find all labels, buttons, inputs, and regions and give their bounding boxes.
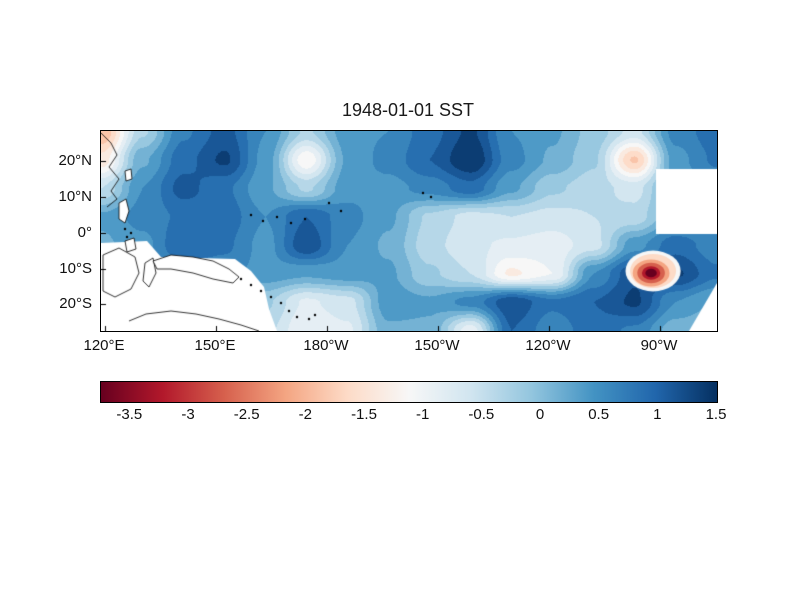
y-tick-label: 20°S [59,295,92,312]
colorbar-tick-label: -2 [298,406,312,423]
y-tick-label: 10°N [58,188,92,205]
x-tick-label: 180°W [303,337,349,354]
colorbar-tick-label: -1 [415,406,430,423]
x-tick-label: 150°E [194,337,236,354]
colorbar-tick-label: -0.5 [468,406,495,423]
x-tick-label: 90°W [640,337,678,354]
colorbar-tick-label: -2.5 [233,406,260,423]
colorbar-tick-label: -3.5 [116,406,143,423]
y-tick-label: 0° [77,224,92,241]
sst-contour-map [101,131,717,331]
y-tick-label: 10°S [59,260,92,277]
plot-title: 1948-01-01 SST [341,100,475,120]
x-tick-label: 120°E [83,337,125,354]
map-axes [100,130,718,332]
colorbar-tick-label: -1.5 [351,406,377,423]
x-tick-label: 120°W [525,337,571,354]
colorbar [100,381,718,403]
colorbar-tick-label: 1 [653,406,662,423]
y-tick-label: 20°N [58,152,92,169]
colorbar-tick-label: 0.5 [588,406,610,423]
colorbar-tick-label: 0 [535,406,545,423]
x-tick-label: 150°W [414,337,460,354]
colorbar-tick-label: 1.5 [705,406,727,423]
colorbar-tick-label: -3 [181,406,195,423]
